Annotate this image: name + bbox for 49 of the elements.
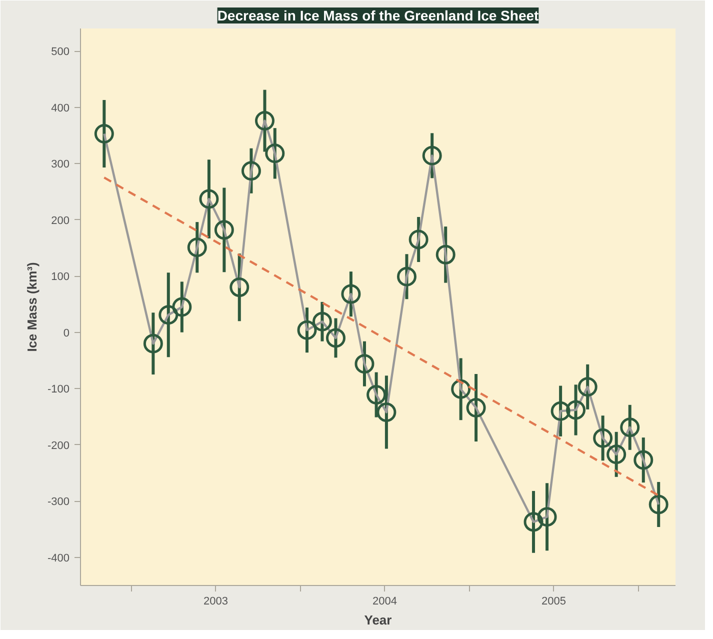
x-tick-label: 2003	[203, 596, 228, 608]
point	[396, 266, 416, 286]
point	[606, 444, 626, 464]
point	[366, 385, 386, 405]
point	[241, 161, 261, 181]
y-tick-label: -300	[47, 496, 70, 508]
y-tick-label: -200	[47, 440, 70, 452]
point	[524, 512, 544, 532]
point	[94, 124, 114, 144]
y-tick-label: 200	[51, 214, 70, 227]
x-tick-label: 2004	[372, 596, 398, 608]
point	[158, 305, 178, 325]
x-tick-label: 2005	[542, 596, 566, 608]
y-tick-label: 500	[51, 46, 70, 58]
point	[187, 238, 207, 258]
y-tick-label: 400	[51, 102, 70, 114]
point	[254, 111, 274, 131]
point	[297, 320, 317, 340]
y-tick-label: 0	[63, 327, 70, 340]
point	[537, 507, 557, 527]
y-tick-label: 100	[51, 271, 70, 284]
y-tick-label: -400	[47, 552, 70, 564]
point	[326, 328, 346, 348]
point	[354, 354, 374, 374]
point	[466, 398, 486, 418]
y-tick-label: 300	[51, 158, 70, 171]
point	[620, 418, 640, 438]
point	[593, 428, 613, 448]
point	[408, 230, 428, 250]
y-axis-title: Ice Mass (km³)	[24, 262, 40, 352]
point	[214, 220, 234, 240]
point	[172, 297, 192, 317]
point	[436, 244, 456, 264]
point	[422, 146, 442, 166]
point	[312, 312, 332, 332]
y-tick-label: -100	[47, 384, 70, 396]
x-axis-title: Year	[364, 612, 392, 628]
point	[578, 377, 598, 397]
point	[634, 450, 654, 470]
point	[550, 401, 570, 421]
point	[265, 144, 285, 164]
point	[230, 278, 250, 298]
point	[376, 402, 396, 422]
chart-title: Decrease in Ice Mass of the Greenland Ice Sheet	[217, 8, 540, 24]
point	[199, 189, 219, 209]
point	[143, 334, 163, 354]
line-series	[103, 120, 660, 524]
point	[648, 494, 668, 514]
point	[341, 284, 361, 304]
